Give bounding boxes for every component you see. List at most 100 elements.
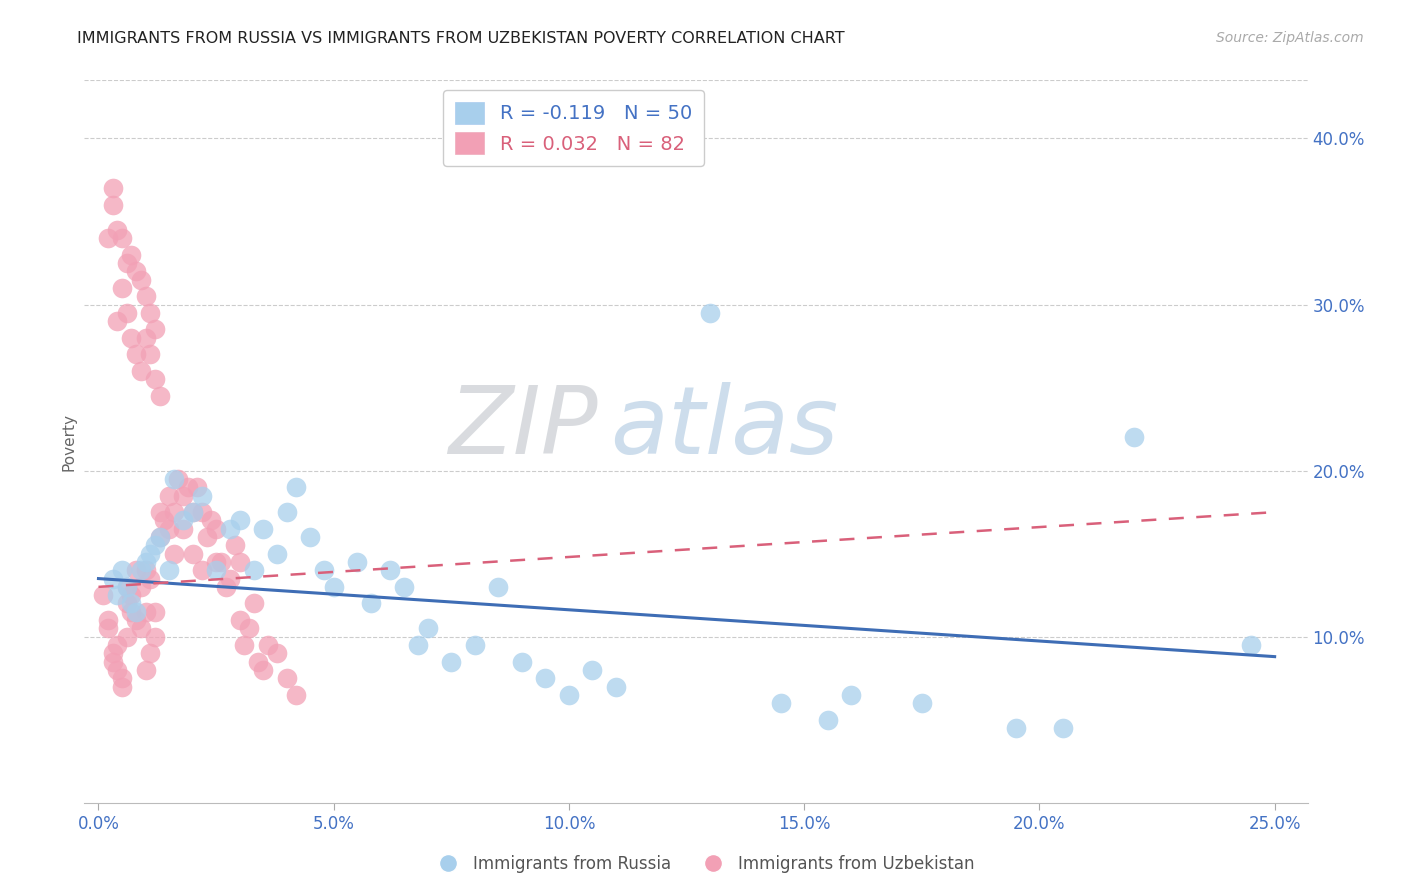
Point bbox=[1052, 721, 1074, 735]
Point bbox=[534, 671, 557, 685]
Point bbox=[200, 513, 222, 527]
Point bbox=[139, 646, 162, 660]
Point bbox=[101, 198, 124, 212]
Point bbox=[149, 505, 172, 519]
Point bbox=[105, 314, 128, 328]
Point bbox=[839, 688, 862, 702]
Point bbox=[129, 272, 152, 286]
Point bbox=[120, 597, 142, 611]
Point bbox=[205, 563, 228, 577]
Text: atlas: atlas bbox=[610, 382, 838, 473]
Point bbox=[139, 347, 162, 361]
Point bbox=[135, 331, 157, 345]
Point bbox=[115, 630, 138, 644]
Point bbox=[314, 563, 336, 577]
Point bbox=[299, 530, 322, 544]
Point bbox=[139, 547, 162, 561]
Point bbox=[157, 489, 180, 503]
Point bbox=[228, 555, 250, 569]
Point bbox=[129, 580, 152, 594]
Point bbox=[143, 605, 166, 619]
Point bbox=[97, 231, 120, 245]
Point bbox=[143, 538, 166, 552]
Point bbox=[233, 638, 256, 652]
Point bbox=[219, 522, 242, 536]
Point bbox=[346, 555, 368, 569]
Point bbox=[111, 671, 134, 685]
Point bbox=[181, 505, 204, 519]
Point bbox=[120, 605, 142, 619]
Point bbox=[129, 621, 152, 635]
Point bbox=[911, 696, 934, 710]
Point bbox=[163, 505, 186, 519]
Point bbox=[242, 597, 264, 611]
Point bbox=[143, 372, 166, 386]
Point bbox=[101, 572, 124, 586]
Point bbox=[181, 547, 204, 561]
Legend: Immigrants from Russia, Immigrants from Uzbekistan: Immigrants from Russia, Immigrants from … bbox=[425, 848, 981, 880]
Text: Source: ZipAtlas.com: Source: ZipAtlas.com bbox=[1216, 31, 1364, 45]
Point bbox=[143, 322, 166, 336]
Point bbox=[276, 505, 298, 519]
Point bbox=[97, 613, 120, 627]
Point bbox=[238, 621, 260, 635]
Point bbox=[129, 563, 152, 577]
Point bbox=[558, 688, 581, 702]
Point bbox=[186, 480, 208, 494]
Point bbox=[266, 547, 288, 561]
Point bbox=[1240, 638, 1263, 652]
Point bbox=[440, 655, 463, 669]
Point bbox=[228, 513, 250, 527]
Point bbox=[135, 605, 157, 619]
Point bbox=[149, 530, 172, 544]
Point bbox=[105, 588, 128, 602]
Point bbox=[257, 638, 280, 652]
Point bbox=[105, 223, 128, 237]
Point bbox=[111, 231, 134, 245]
Point bbox=[266, 646, 288, 660]
Point bbox=[120, 588, 142, 602]
Point bbox=[205, 555, 228, 569]
Point bbox=[125, 347, 148, 361]
Point bbox=[167, 472, 190, 486]
Point bbox=[97, 621, 120, 635]
Point bbox=[1005, 721, 1028, 735]
Point bbox=[172, 513, 194, 527]
Point bbox=[125, 563, 148, 577]
Point bbox=[101, 181, 124, 195]
Point bbox=[101, 646, 124, 660]
Point bbox=[581, 663, 603, 677]
Point bbox=[120, 248, 142, 262]
Point bbox=[172, 522, 194, 536]
Point bbox=[129, 364, 152, 378]
Point bbox=[115, 580, 138, 594]
Point bbox=[105, 638, 128, 652]
Point bbox=[464, 638, 486, 652]
Point bbox=[157, 522, 180, 536]
Point bbox=[149, 389, 172, 403]
Point bbox=[177, 480, 200, 494]
Point bbox=[181, 505, 204, 519]
Text: IMMIGRANTS FROM RUSSIA VS IMMIGRANTS FROM UZBEKISTAN POVERTY CORRELATION CHART: IMMIGRANTS FROM RUSSIA VS IMMIGRANTS FRO… bbox=[77, 31, 845, 46]
Point bbox=[322, 580, 344, 594]
Point bbox=[191, 505, 214, 519]
Legend: R = -0.119   N = 50, R = 0.032   N = 82: R = -0.119 N = 50, R = 0.032 N = 82 bbox=[443, 90, 704, 166]
Point bbox=[143, 630, 166, 644]
Point bbox=[486, 580, 509, 594]
Point bbox=[1122, 430, 1144, 444]
Point bbox=[247, 655, 270, 669]
Point bbox=[120, 331, 142, 345]
Point bbox=[605, 680, 627, 694]
Point bbox=[153, 513, 176, 527]
Point bbox=[394, 580, 416, 594]
Point bbox=[416, 621, 439, 635]
Point bbox=[172, 489, 194, 503]
Point bbox=[699, 306, 721, 320]
Point bbox=[157, 563, 180, 577]
Point bbox=[214, 580, 236, 594]
Point bbox=[111, 281, 134, 295]
Text: ZIP: ZIP bbox=[449, 382, 598, 473]
Point bbox=[769, 696, 792, 710]
Point bbox=[149, 530, 172, 544]
Point bbox=[135, 555, 157, 569]
